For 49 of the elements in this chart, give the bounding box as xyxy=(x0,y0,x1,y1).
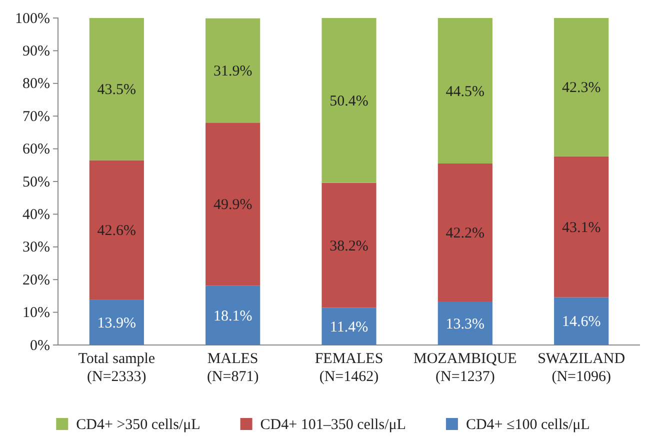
bar xyxy=(438,302,492,345)
data-label: 50.4% xyxy=(330,93,368,110)
bar xyxy=(554,156,609,298)
y-tick-label: 30% xyxy=(22,240,50,256)
legend-label: CD4+ 101–350 cells/μL xyxy=(260,417,406,433)
bar xyxy=(554,18,609,156)
x-tick-label: MALES (N=871) xyxy=(206,351,259,385)
data-label: 44.5% xyxy=(446,84,485,100)
y-tick-label: 0% xyxy=(30,338,50,354)
y-tick-label: 20% xyxy=(22,272,50,288)
data-label: 43.1% xyxy=(562,220,601,236)
x-tick-label: MOZAMBIQUE (N=1237) xyxy=(413,351,517,385)
bar xyxy=(89,300,144,345)
y-tick-label: 10% xyxy=(22,305,50,322)
bar xyxy=(206,18,260,123)
data-label: 13.9% xyxy=(97,315,136,332)
bar xyxy=(206,122,260,286)
data-label: 14.6% xyxy=(562,314,601,330)
y-tick-label: 60% xyxy=(22,142,50,158)
legend-label: CD4+ ≤100 cells/μL xyxy=(466,417,590,433)
bar xyxy=(89,160,144,300)
data-label: 31.9% xyxy=(213,63,252,80)
legend-label: CD4+ >350 cells/μL xyxy=(76,417,200,433)
y-tick-label: 50% xyxy=(22,174,50,190)
bar xyxy=(554,297,609,345)
data-label: 42.2% xyxy=(446,226,485,242)
bar xyxy=(438,164,492,302)
x-tick-label: SWAZILAND (N=1096) xyxy=(538,351,626,385)
x-tick-label: FEMALES (N=1462) xyxy=(314,351,384,385)
data-label: 11.4% xyxy=(330,319,368,336)
data-label: 42.6% xyxy=(97,222,136,239)
data-label: 43.5% xyxy=(97,82,136,98)
y-tick-label: 100% xyxy=(15,10,50,27)
x-tick-label: Total sample (N=2333) xyxy=(78,351,156,385)
bar xyxy=(438,18,492,164)
bar xyxy=(206,286,260,345)
y-tick-label: 80% xyxy=(22,76,50,92)
data-label: 42.3% xyxy=(562,80,601,96)
bar xyxy=(322,308,376,345)
y-tick-label: 40% xyxy=(22,207,50,223)
y-tick-label: 70% xyxy=(22,108,50,125)
bar xyxy=(89,18,144,160)
data-label: 38.2% xyxy=(330,238,368,254)
bar xyxy=(322,18,376,183)
data-label: 13.3% xyxy=(446,316,485,332)
data-label: 18.1% xyxy=(213,308,252,324)
data-label: 49.9% xyxy=(213,197,252,214)
bar xyxy=(322,182,376,308)
y-tick-label: 90% xyxy=(22,44,50,60)
